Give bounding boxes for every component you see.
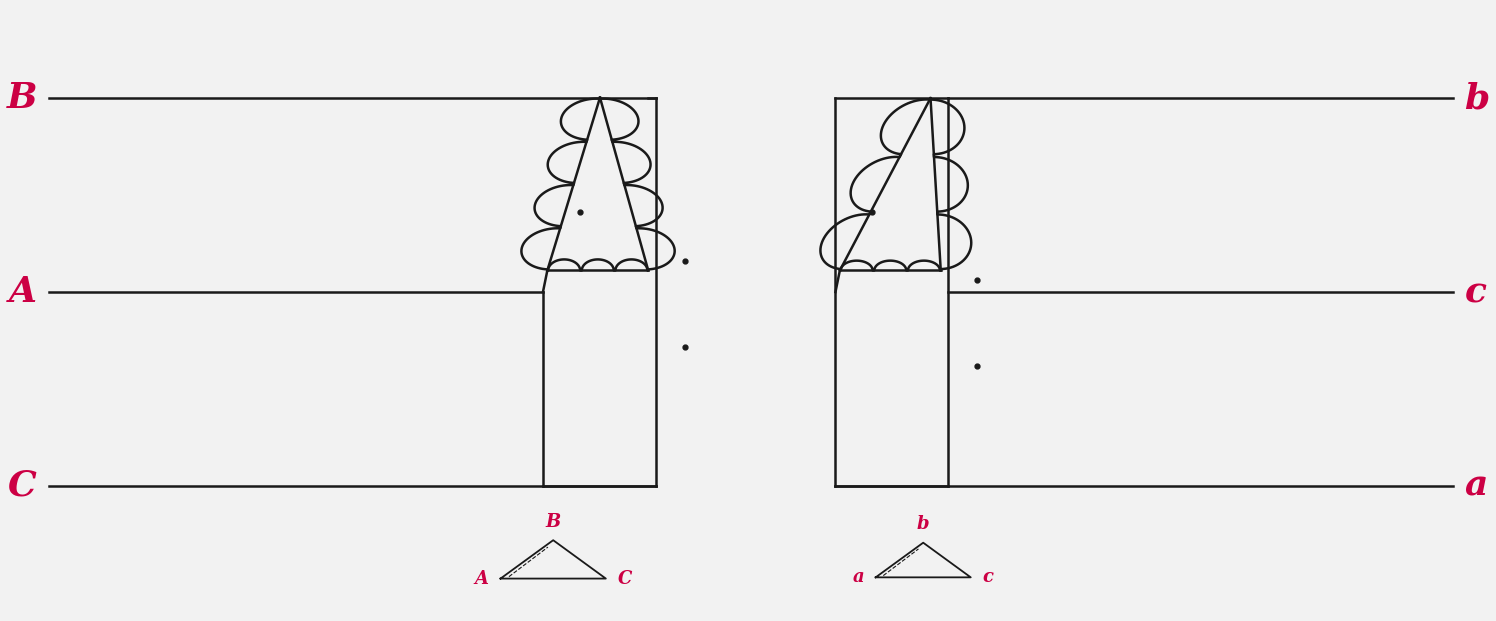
Text: C: C: [618, 569, 631, 587]
Text: B: B: [546, 513, 561, 531]
Text: A: A: [9, 275, 37, 309]
Text: c: c: [1465, 275, 1487, 309]
Text: a: a: [853, 568, 865, 586]
Text: a: a: [1465, 469, 1487, 503]
Text: b: b: [917, 515, 929, 533]
Text: c: c: [983, 568, 993, 586]
Text: A: A: [474, 569, 489, 587]
Text: B: B: [6, 81, 37, 115]
Text: b: b: [1465, 81, 1490, 115]
Text: C: C: [7, 469, 37, 503]
